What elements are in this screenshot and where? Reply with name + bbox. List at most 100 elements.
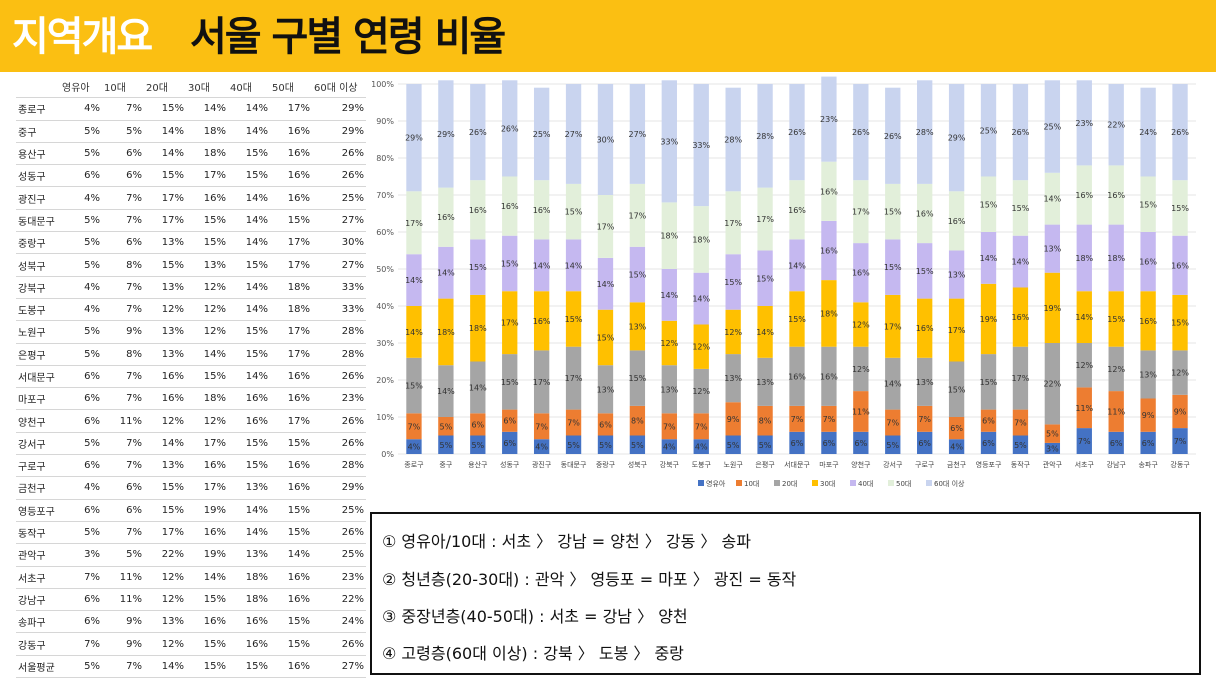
bar-segment	[1172, 394, 1188, 429]
y-tick-label: 80%	[376, 154, 394, 163]
bar-segment	[789, 84, 805, 181]
data-label: 5%	[471, 441, 484, 450]
data-label: 22%	[1043, 380, 1061, 389]
table-cell: 16%	[270, 387, 312, 411]
bar-segment	[885, 409, 901, 436]
table-cell: 16%	[228, 409, 270, 433]
data-label: 5%	[727, 441, 740, 450]
table-cell: 6%	[60, 164, 102, 188]
data-label: 12%	[1075, 361, 1093, 370]
bar-segment	[629, 246, 646, 303]
bar-segment	[821, 76, 837, 162]
table-cell: 15%	[270, 521, 312, 545]
data-label: 13%	[1139, 370, 1157, 379]
row-district-name: 구로구	[16, 454, 60, 478]
bar-segment	[1012, 180, 1029, 236]
summary-note: ② 청년층(20-30대) : 관악 〉 영등포 = 마포 〉 광진 = 동작	[382, 570, 797, 589]
table-cell: 15%	[228, 164, 270, 188]
data-label: 9%	[1142, 411, 1155, 420]
table-cell: 26%	[312, 142, 366, 166]
table-cell: 15%	[228, 432, 270, 456]
legend-label: 60대 이상	[934, 479, 965, 488]
bar-segment	[948, 439, 965, 454]
table-cell: 13%	[144, 610, 186, 634]
bar-segment	[821, 346, 837, 406]
legend-swatch	[888, 480, 894, 486]
table-row: 강북구 4% 7% 13% 12% 14% 18% 33%	[16, 276, 366, 299]
data-label: 6%	[471, 420, 484, 429]
table-cell: 12%	[186, 276, 228, 299]
bar-segment	[1076, 224, 1092, 292]
bar-segment	[661, 320, 677, 366]
data-label: 15%	[884, 208, 902, 217]
table-cell: 12%	[186, 298, 228, 322]
bar-segment	[470, 435, 486, 454]
x-tick-label: 관악구	[1043, 460, 1063, 469]
table-cell: 18%	[186, 120, 228, 143]
bar-segment	[1140, 87, 1156, 177]
data-label: 15%	[1139, 200, 1157, 209]
table-cell: 16%	[270, 142, 312, 166]
bar-segment	[470, 180, 486, 240]
table-cell: 14%	[186, 97, 228, 121]
data-label: 15%	[629, 374, 647, 383]
row-district-name: 서대문구	[16, 365, 60, 389]
table-cell: 14%	[270, 543, 312, 567]
bar-segment	[980, 283, 997, 355]
table-row: 관악구 3% 5% 22% 19% 13% 14% 25%	[16, 543, 366, 567]
bar-segment	[629, 302, 646, 351]
data-label: 13%	[948, 271, 966, 280]
data-label: 16%	[916, 324, 934, 333]
data-label: 17%	[597, 222, 615, 231]
data-label: 12%	[660, 339, 678, 348]
table-cell: 17%	[270, 97, 312, 121]
y-tick-label: 100%	[371, 80, 394, 89]
data-label: 14%	[405, 328, 423, 337]
bar-segment	[1044, 343, 1061, 425]
table-cell: 17%	[270, 409, 312, 433]
bar-segment	[406, 191, 422, 255]
table-cell: 15%	[144, 476, 186, 500]
data-label: 25%	[533, 130, 551, 139]
bar-segment	[470, 84, 486, 181]
data-label: 7%	[663, 422, 676, 431]
data-label: 6%	[1142, 439, 1155, 448]
data-label: 18%	[1107, 254, 1125, 263]
data-label: 15%	[756, 274, 774, 283]
table-row: 노원구 5% 9% 13% 12% 15% 17% 28%	[16, 320, 366, 344]
bar-segment	[629, 405, 646, 436]
table-cell: 6%	[60, 409, 102, 433]
data-label: 6%	[823, 439, 836, 448]
table-cell: 13%	[144, 231, 186, 255]
bar-segment	[789, 346, 805, 406]
data-label: 17%	[884, 322, 902, 331]
table-cell: 3%	[60, 543, 102, 567]
data-label: 16%	[788, 206, 806, 215]
table-cell: 17%	[270, 253, 312, 277]
table-cell: 6%	[102, 142, 144, 166]
stacked-bar-chart: 0% 10% 20% 30% 40% 50% 60% 70% 80% 90% 100% 4% 7% 15%…	[371, 76, 1196, 488]
bar-segment	[757, 306, 773, 358]
bar-segment	[1108, 84, 1124, 166]
bar-segment	[789, 431, 805, 454]
table-cell: 15%	[228, 142, 270, 166]
table-cell: 6%	[60, 610, 102, 634]
table-cell: 25%	[312, 499, 366, 522]
bar-segment	[885, 239, 901, 295]
bar-segment	[661, 439, 677, 454]
bar-segment	[1012, 435, 1029, 454]
data-label: 18%	[1075, 254, 1093, 263]
data-label: 7%	[918, 415, 931, 424]
table-cell: 18%	[228, 566, 270, 589]
x-tick-label: 노원구	[723, 460, 743, 469]
data-label: 14%	[756, 328, 774, 337]
row-district-name: 강남구	[16, 588, 60, 612]
table-row: 송파구 6% 9% 13% 16% 16% 15% 24%	[16, 610, 366, 634]
data-label: 7%	[886, 419, 899, 428]
table-cell: 22%	[312, 588, 366, 612]
data-label: 12%	[692, 343, 710, 352]
table-cell: 16%	[270, 655, 312, 679]
bar-segment	[948, 361, 965, 417]
legend-swatch	[736, 480, 742, 486]
bar-segment	[406, 254, 422, 306]
